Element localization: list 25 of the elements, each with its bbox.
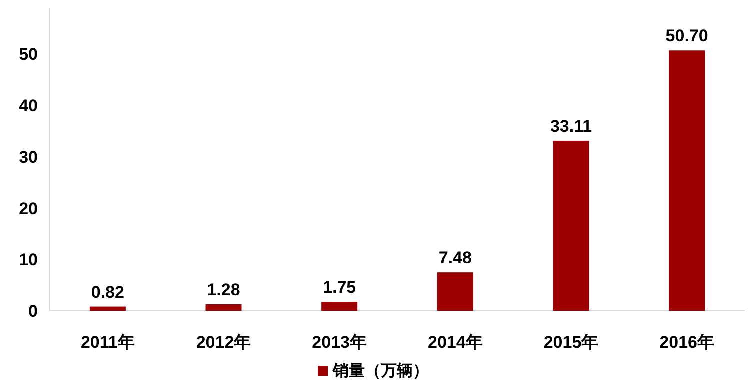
y-tick-label: 0 [28, 302, 38, 321]
y-tick-label: 20 [19, 199, 38, 218]
data-label: 0.82 [91, 282, 124, 302]
data-label: 50.70 [666, 26, 708, 46]
y-tick-label: 40 [19, 96, 38, 116]
x-tick-label: 2014年 [428, 333, 483, 352]
x-tick-label: 2013年 [312, 333, 367, 352]
x-tick-label: 2012年 [196, 333, 252, 352]
x-tick-label: 2011年 [80, 333, 135, 352]
data-label: 1.75 [323, 278, 356, 298]
x-tick-label: 2016年 [660, 333, 714, 352]
bar [437, 272, 474, 311]
y-tick-label: 30 [19, 148, 38, 167]
y-tick-label: 10 [19, 250, 38, 270]
bar [669, 50, 706, 311]
bar [322, 302, 358, 311]
data-label: 33.11 [550, 116, 592, 136]
bar [206, 304, 242, 311]
data-label: 7.48 [438, 248, 472, 268]
bar [553, 140, 590, 311]
data-label: 1.28 [207, 280, 240, 300]
x-tick-label: 2015年 [544, 333, 599, 352]
bar [90, 306, 126, 311]
y-tick-label: 50 [19, 45, 38, 64]
legend-label: 销量（万辆） [332, 362, 429, 380]
